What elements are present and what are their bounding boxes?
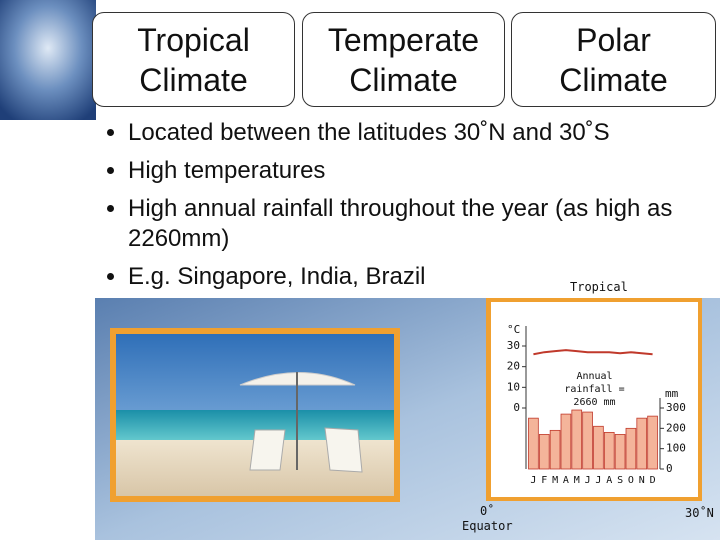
month-label: F <box>541 475 547 486</box>
bar <box>560 413 572 470</box>
month-label: N <box>639 475 645 486</box>
month-label: M <box>574 475 580 486</box>
bar <box>528 417 539 470</box>
bar <box>603 431 615 470</box>
tab[interactable]: Temperate Climate <box>302 12 505 107</box>
bar <box>582 411 593 470</box>
axis-unit: mm <box>665 387 679 400</box>
tick-label: 200 <box>666 421 686 434</box>
tick-label: 10 <box>507 380 520 393</box>
tick-label: 20 <box>507 360 520 373</box>
bar <box>614 434 626 470</box>
month-label: J <box>530 475 536 486</box>
tick-label: 100 <box>666 442 686 455</box>
tick-label: 0 <box>513 401 520 414</box>
month-label: M <box>552 475 558 486</box>
equator-degree: 0˚ <box>480 504 495 518</box>
tick-label: 300 <box>666 401 686 414</box>
bar <box>538 434 550 470</box>
tick-label: 0 <box>666 462 673 475</box>
tab[interactable]: Tropical Climate <box>92 12 295 107</box>
bar <box>625 427 637 470</box>
bar <box>571 409 583 470</box>
axis-unit: °C <box>507 323 520 336</box>
north-label: 30˚N <box>685 506 714 520</box>
bar <box>647 415 658 470</box>
bullet: E.g. Singapore, India, Brazil <box>128 262 720 292</box>
climograph-label: Tropical <box>570 280 628 294</box>
equator-label: Equator <box>462 519 513 533</box>
bullet: Located between the latitudes 30˚N and 3… <box>128 118 720 148</box>
tick-label: 30 <box>507 339 520 352</box>
month-label: A <box>606 475 612 486</box>
bar <box>593 425 604 470</box>
bullet-list: Located between the latitudes 30˚N and 3… <box>100 118 720 300</box>
month-label: S <box>617 475 623 486</box>
month-label: J <box>595 475 601 486</box>
bullet: High temperatures <box>128 156 720 186</box>
month-label: O <box>628 475 634 486</box>
temperature-line <box>533 349 653 356</box>
month-label: J <box>585 475 591 486</box>
tab[interactable]: Polar Climate <box>511 12 716 107</box>
bar <box>549 429 561 470</box>
month-label: A <box>563 475 569 486</box>
bullet: High annual rainfall throughout the year… <box>128 194 720 254</box>
annual-note: Annual rainfall = 2660 mm <box>564 371 625 408</box>
bar <box>636 417 648 470</box>
month-label: D <box>650 475 656 486</box>
